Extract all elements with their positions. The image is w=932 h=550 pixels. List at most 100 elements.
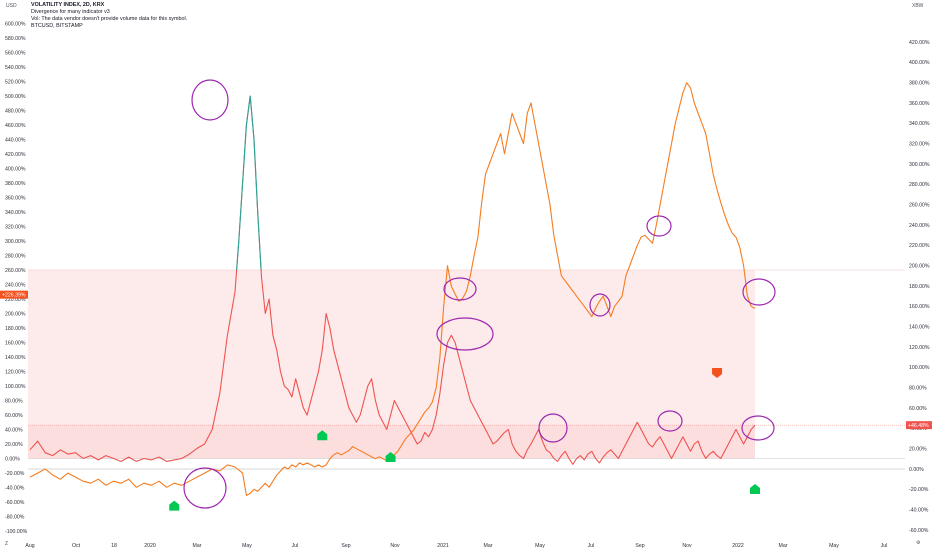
legend-line: Vol: The data vendor doesn't provide vol… — [31, 16, 188, 22]
buy-signal-marker — [169, 500, 180, 511]
left-axis-tick: 60.00% — [5, 413, 23, 419]
annotation-circle — [191, 79, 229, 121]
left-axis-tick: 200.00% — [5, 311, 26, 317]
x-axis-tick: Aug — [25, 543, 34, 549]
left-axis-tick: 140.00% — [5, 355, 26, 361]
left-axis-tick: 560.00% — [5, 50, 26, 56]
annotation-circle — [436, 317, 494, 351]
left-price-tag-bg — [0, 290, 28, 299]
left-axis-tick: 500.00% — [5, 94, 26, 100]
right-axis-tick: 240.00% — [909, 223, 930, 229]
left-axis-tick: 400.00% — [5, 166, 26, 172]
x-axis-tick: 2020 — [144, 543, 156, 549]
legend-line: Divergence for many indicator v3 — [31, 9, 110, 15]
right-axis-tick: -60.00% — [909, 528, 929, 534]
right-price-tag-bg — [906, 421, 932, 430]
left-axis-tick: 100.00% — [5, 384, 26, 390]
buy-signal-marker — [385, 452, 396, 463]
annotation-circle — [646, 215, 672, 237]
settings-icon[interactable]: ⚙ — [916, 540, 921, 546]
legend: VOLATILITY INDEX, 2D, KRX Divergence for… — [31, 2, 187, 30]
left-axis-tick: 40.00% — [5, 427, 23, 433]
left-axis-tick: -20.00% — [5, 471, 25, 477]
x-axis-tick: 2022 — [732, 543, 744, 549]
x-axis-tick: May — [535, 543, 545, 549]
auto-scale-button[interactable]: Z — [5, 541, 9, 547]
volatility-line — [29, 95, 756, 465]
x-axis-tick: 18 — [111, 543, 117, 549]
annotation-circle — [589, 293, 611, 317]
right-axis-tick: 20.00% — [909, 446, 927, 452]
left-axis-tick: 480.00% — [5, 108, 26, 114]
right-axis-tick: -40.00% — [909, 507, 929, 513]
left-axis-tick: 280.00% — [5, 253, 26, 259]
annotation-circle — [657, 410, 683, 432]
right-axis-tick: 420.00% — [909, 40, 930, 46]
left-axis-tick: 0.00% — [5, 456, 20, 462]
right-axis-tick: 100.00% — [909, 365, 930, 371]
left-axis-tick: 420.00% — [5, 152, 26, 158]
right-axis-tick: 140.00% — [909, 324, 930, 330]
baselines — [28, 269, 905, 470]
right-axis-tick: 0.00% — [909, 467, 924, 473]
x-axis-tick: Mar — [193, 543, 202, 549]
right-axis-tick: 180.00% — [909, 284, 930, 290]
btc-line — [29, 82, 756, 496]
left-axis-tick: 260.00% — [5, 268, 26, 274]
volatility-spike — [236, 95, 262, 270]
x-axis-tick: Jul — [588, 543, 595, 549]
right-axis-tick: 280.00% — [909, 182, 930, 188]
right-axis-tick: 340.00% — [909, 121, 930, 127]
x-axis-tick: 2021 — [437, 543, 449, 549]
right-axis-tick: 220.00% — [909, 243, 930, 249]
right-axis-tick: 360.00% — [909, 101, 930, 107]
left-axis-tick: 20.00% — [5, 442, 23, 448]
left-axis-tick: 460.00% — [5, 123, 26, 129]
sell-signal-marker — [712, 367, 723, 378]
left-axis-tick: 600.00% — [5, 21, 26, 27]
legend-title: VOLATILITY INDEX, 2D, KRX — [31, 2, 105, 8]
left-axis-tick: 220.00% — [5, 297, 26, 303]
left-axis-tick: -40.00% — [5, 485, 25, 491]
left-axis-tick: 240.00% — [5, 282, 26, 288]
annotation-circle — [443, 277, 477, 301]
left-axis-tick: -100.00% — [5, 529, 28, 535]
right-axis-tick: 300.00% — [909, 162, 930, 168]
left-axis-tick: 180.00% — [5, 326, 26, 332]
x-axis-tick: Nov — [390, 543, 400, 549]
left-axis-tick: -80.00% — [5, 514, 25, 520]
x-axis-tick: Mar — [779, 543, 788, 549]
left-axis-tick: 160.00% — [5, 340, 26, 346]
right-axis-tick: 60.00% — [909, 406, 927, 412]
x-axis-tick: Jul — [881, 543, 888, 549]
left-axis-tick: 360.00% — [5, 195, 26, 201]
x-axis-tick: Sep — [635, 543, 644, 549]
right-unit-label: XBW — [912, 3, 924, 9]
left-unit-label: USD — [6, 3, 17, 9]
hand-drawn-annotations — [183, 79, 776, 509]
series-lines — [29, 82, 756, 496]
x-axis-tick: Nov — [682, 543, 692, 549]
left-axis-tick: 580.00% — [5, 36, 26, 42]
left-axis-tick: 300.00% — [5, 239, 26, 245]
annotation-circle — [183, 467, 227, 509]
signal-markers — [169, 367, 760, 511]
x-axis-tick: Jul — [292, 543, 299, 549]
right-price-tag: +46.48% — [908, 423, 929, 429]
buy-signal-marker — [317, 430, 328, 441]
x-axis-tick: May — [242, 543, 252, 549]
right-axis-tick: 320.00% — [909, 141, 930, 147]
right-axis-tick: 160.00% — [909, 304, 930, 310]
left-axis-tick: -60.00% — [5, 500, 25, 506]
legend-line: BTCUSD, BITSTAMP — [31, 23, 83, 29]
right-axis-tick: 400.00% — [909, 60, 930, 66]
left-axis-tick: 540.00% — [5, 65, 26, 71]
left-axis-tick: 520.00% — [5, 79, 26, 85]
axes: 600.00% 580.00% 560.00% 540.00% 520.00% 500.0… — [0, 21, 932, 549]
right-axis-tick: 380.00% — [909, 80, 930, 86]
x-axis-tick: Sep — [341, 543, 350, 549]
right-axis-tick: 80.00% — [909, 385, 927, 391]
x-axis-tick: May — [829, 543, 839, 549]
annotation-circle — [538, 413, 568, 443]
